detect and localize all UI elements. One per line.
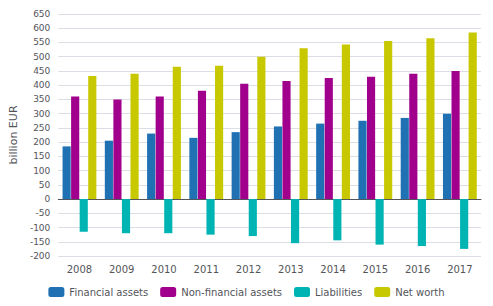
svg-text:-100: -100 [30,223,51,233]
svg-text:550: 550 [33,37,50,47]
svg-text:350: 350 [33,94,50,104]
svg-text:Non-financial assets: Non-financial assets [181,287,282,298]
svg-text:2009: 2009 [109,264,134,275]
svg-text:2017: 2017 [447,264,472,275]
svg-text:0: 0 [45,194,51,204]
svg-text:2012: 2012 [236,264,261,275]
svg-text:50: 50 [39,180,51,190]
svg-text:650: 650 [33,9,50,19]
svg-text:2015: 2015 [363,264,388,275]
svg-text:300: 300 [33,109,50,119]
svg-text:-50: -50 [36,208,51,218]
svg-text:Financial assets: Financial assets [69,287,148,298]
svg-text:Net worth: Net worth [395,287,444,298]
svg-text:450: 450 [33,66,50,76]
svg-text:2010: 2010 [151,264,176,275]
svg-text:Liabilities: Liabilities [315,287,362,298]
svg-text:250: 250 [33,123,50,133]
svg-text:400: 400 [33,80,50,90]
svg-text:2014: 2014 [320,264,345,275]
svg-text:100: 100 [33,166,50,176]
svg-text:500: 500 [33,52,50,62]
svg-text:-150: -150 [30,237,51,247]
svg-text:-200: -200 [30,251,51,261]
svg-text:2011: 2011 [194,264,219,275]
svg-text:2008: 2008 [67,264,92,275]
svg-text:2016: 2016 [405,264,430,275]
svg-text:150: 150 [33,151,50,161]
svg-text:2013: 2013 [278,264,303,275]
svg-text:600: 600 [33,23,50,33]
svg-text:billion EUR: billion EUR [7,105,20,164]
svg-text:200: 200 [33,137,50,147]
